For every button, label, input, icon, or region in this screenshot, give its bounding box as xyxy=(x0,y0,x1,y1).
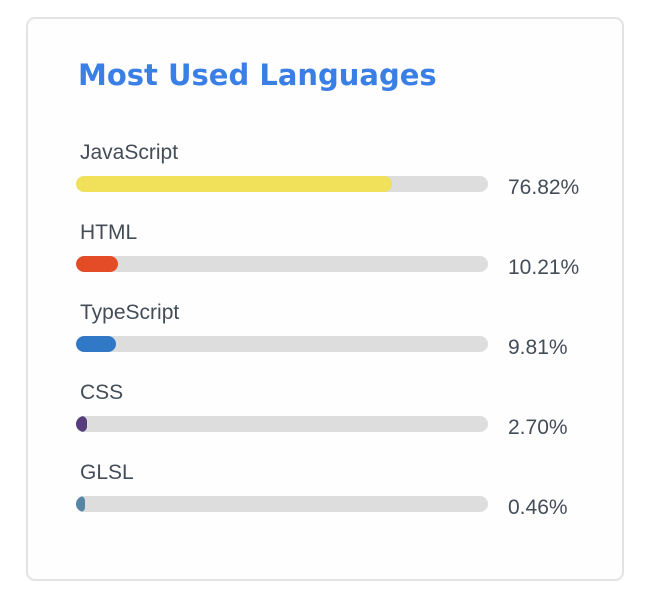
language-row: TypeScript 9.81% xyxy=(28,299,622,379)
progress-track xyxy=(76,256,488,272)
progress-track xyxy=(76,176,488,192)
language-row: HTML 10.21% xyxy=(28,219,622,299)
language-name: TypeScript xyxy=(80,301,180,324)
language-percent: 76.82% xyxy=(508,176,580,199)
progress-bar xyxy=(76,336,117,352)
language-name: GLSL xyxy=(80,461,134,484)
language-percent: 2.70% xyxy=(508,416,568,439)
language-name: HTML xyxy=(80,221,138,244)
progress-bar xyxy=(76,416,88,432)
progress-track xyxy=(76,496,488,512)
language-percent: 9.81% xyxy=(508,336,568,359)
progress-bar xyxy=(76,176,393,192)
language-name: JavaScript xyxy=(80,141,179,164)
language-row: GLSL 0.46% xyxy=(28,459,622,539)
language-percent: 10.21% xyxy=(508,256,580,279)
progress-bar xyxy=(76,256,119,272)
language-row: CSS 2.70% xyxy=(28,379,622,459)
languages-card: Most Used Languages JavaScript 76.82% HTML… xyxy=(26,17,624,581)
language-row: JavaScript 76.82% xyxy=(28,139,622,219)
progress-track xyxy=(76,416,488,432)
progress-track xyxy=(76,336,488,352)
progress-bar xyxy=(76,496,85,512)
card-title: Most Used Languages xyxy=(78,58,437,92)
language-name: CSS xyxy=(80,381,124,404)
language-percent: 0.46% xyxy=(508,496,568,519)
